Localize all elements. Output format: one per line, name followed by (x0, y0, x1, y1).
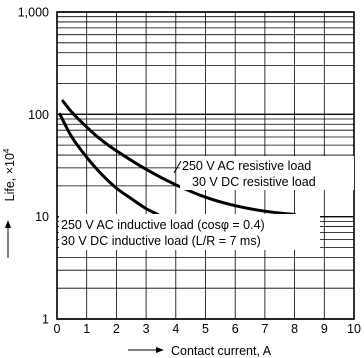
resistive-leader-line (173, 160, 182, 174)
y-tick-label: 10 (35, 210, 49, 224)
resistive-label-line2: 30 V DC resistive load (192, 175, 316, 189)
x-tick-label: 1 (83, 322, 90, 336)
x-tick-label: 5 (202, 322, 209, 336)
y-tick-label: 1,000 (18, 6, 49, 20)
y-tick-label: 1 (42, 313, 49, 327)
curves (58, 99, 297, 216)
x-tick-labels: 0 1 2 3 4 5 6 7 8 9 10 (54, 322, 361, 336)
x-tick-label: 7 (261, 322, 268, 336)
x-tick-label: 3 (143, 322, 150, 336)
x-axis-title: Contact current, A (171, 344, 272, 358)
resistive-label-box: 250 V AC resistive load 30 V DC resistiv… (180, 156, 354, 190)
x-tick-label: 6 (232, 322, 239, 336)
y-tick-labels: 1 10 100 1,000 (18, 6, 49, 327)
resistive-load-curve (61, 99, 297, 216)
resistive-label-line1: 250 V AC resistive load (182, 159, 311, 173)
y-axis-title: Life, ×104 (2, 148, 17, 201)
x-tick-label: 0 (54, 322, 61, 336)
x-axis-arrow (128, 347, 164, 353)
y-axis-arrow (5, 220, 11, 258)
inductive-label-box: 250 V AC inductive load (cosφ = 0.4) 30 … (59, 214, 320, 250)
inductive-load-curve (58, 112, 160, 216)
y-tick-label: 100 (28, 108, 49, 122)
x-tick-label: 8 (291, 322, 298, 336)
svg-text:Life, ×104: Life, ×104 (2, 148, 17, 201)
inductive-label-line2: 30 V DC inductive load (L/R = 7 ms) (61, 234, 261, 248)
y-axis-exponent: 4 (2, 148, 11, 153)
x-tick-label: 4 (172, 322, 179, 336)
x-tick-label: 2 (113, 322, 120, 336)
inductive-label-line1: 250 V AC inductive load (cosφ = 0.4) (61, 218, 265, 232)
x-tick-label: 10 (347, 322, 361, 336)
x-tick-label: 9 (321, 322, 328, 336)
y-axis-label: Life, ×10 (3, 153, 17, 201)
